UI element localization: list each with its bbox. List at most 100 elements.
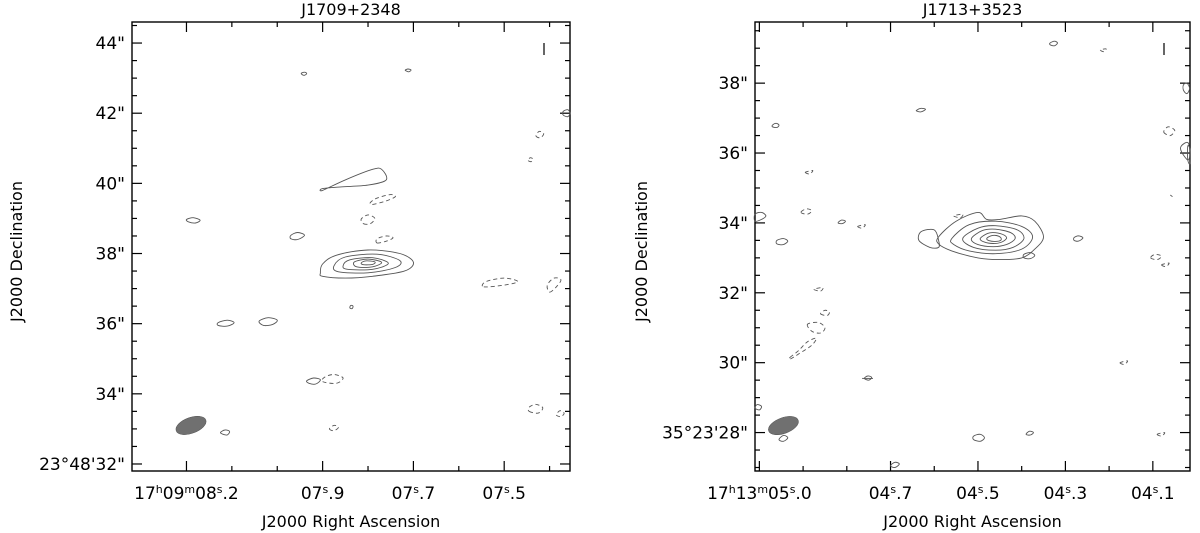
negative-contour: [527, 157, 534, 163]
y-tick-label: 36": [719, 144, 748, 164]
y-tick-label: 23°48'32": [39, 455, 125, 475]
panel-j1713: J1713+3523 17h13m05s.0 04s.7 04s.5 04s.3 04s.…: [632, 0, 1191, 531]
positive-contour: [775, 238, 789, 246]
plot-frame: [754, 21, 1191, 472]
negative-contour: [813, 287, 824, 292]
beam-ellipse: [175, 415, 207, 435]
positive-contour: [319, 167, 388, 192]
positive-contour: [915, 107, 926, 113]
x-tick-label: 04s.3: [1044, 483, 1088, 505]
negative-contour: [535, 130, 545, 139]
positive-contour: [754, 404, 763, 411]
y-axis-label: J2000 Declination: [632, 181, 651, 323]
panel-title: J1709+2348: [300, 0, 401, 19]
positive-contour: [360, 260, 376, 266]
negative-contour: [375, 235, 394, 244]
negative-contour: [1156, 432, 1166, 437]
negative-contour: [1170, 194, 1173, 198]
y-axis-label: J2000 Declination: [7, 181, 26, 323]
negative-contour: [806, 321, 826, 334]
positive-contour: [404, 68, 412, 73]
beam-ellipse: [768, 416, 799, 435]
x-tick-label: 07s.5: [482, 483, 526, 505]
positive-contour: [1025, 430, 1034, 436]
positive-contour: [1180, 141, 1191, 161]
y-tick-label: 34": [96, 385, 125, 405]
positive-contour: [917, 228, 940, 249]
positive-contour: [306, 377, 321, 385]
plot-frame: [131, 21, 571, 472]
positive-contour: [562, 109, 571, 118]
positive-contour: [185, 217, 201, 224]
positive-contour: [950, 220, 1034, 255]
negative-contour: [481, 277, 519, 288]
positive-contour: [258, 317, 278, 327]
negative-contour: [857, 224, 866, 229]
positive-contour: [342, 257, 389, 271]
positive-contour: [972, 433, 985, 442]
panel-j1709: J1709+2348 17h09m08s.2 07s.9 07s.7 07s.5 23°4…: [7, 0, 571, 531]
positive-contour: [1182, 82, 1191, 95]
positive-contour: [319, 249, 414, 279]
positive-contour: [219, 429, 231, 436]
negative-contour: [328, 424, 339, 432]
negative-contour: [820, 309, 830, 316]
negative-contour: [1119, 360, 1129, 365]
y-tick-label: 42": [96, 104, 125, 124]
negative-contour: [546, 277, 562, 293]
x-axis-label: J2000 Right Ascension: [261, 512, 441, 531]
positive-contour: [962, 225, 1025, 251]
negative-contour: [953, 213, 964, 219]
positive-contour: [986, 234, 1002, 242]
positive-contour: [289, 232, 305, 241]
positive-contour: [863, 375, 873, 381]
positive-contour: [979, 232, 1008, 244]
positive-contour: [349, 304, 354, 310]
y-tick-label: 40": [96, 174, 125, 194]
positive-contour: [936, 211, 1044, 261]
positive-contour: [753, 211, 767, 222]
x-tick-label: 07s.9: [301, 483, 345, 505]
positive-contour: [332, 253, 402, 274]
y-tick-label: 36": [96, 315, 125, 335]
negative-contour: [800, 208, 813, 215]
positive-contour: [1187, 144, 1191, 165]
negative-contour: [788, 337, 817, 360]
x-tick-label: 07s.7: [392, 483, 436, 505]
positive-contour: [778, 434, 789, 442]
y-tick-label: 38": [96, 245, 125, 265]
positive-contour: [1073, 235, 1084, 242]
x-tick-label: 04s.7: [869, 483, 913, 505]
y-tick-label: 44": [96, 34, 125, 54]
y-tick-label: 32": [719, 284, 748, 304]
negative-contour: [804, 170, 814, 175]
positive-contour: [1022, 252, 1036, 260]
x-tick-label: 17h13m05s.0: [707, 483, 812, 505]
x-tick-label: 04s.1: [1131, 483, 1175, 505]
y-tick-label: 38": [719, 74, 748, 94]
y-tick-label: 34": [719, 214, 748, 234]
negative-contour: [1163, 126, 1176, 137]
y-tick-label: 30": [719, 354, 748, 374]
x-tick-label: 04s.5: [956, 483, 1000, 505]
negative-contour: [1161, 262, 1170, 268]
y-tick-label: 35°23'28": [662, 424, 748, 444]
negative-contour: [360, 214, 376, 225]
positive-contour: [890, 461, 900, 468]
negative-contour: [369, 194, 396, 205]
positive-contour: [1049, 40, 1058, 47]
negative-contour: [1150, 253, 1163, 261]
negative-contour: [527, 403, 544, 414]
positive-contour: [300, 71, 308, 76]
positive-contour: [837, 219, 846, 225]
panel-title: J1713+3523: [922, 0, 1023, 19]
positive-contour: [353, 258, 383, 268]
positive-contour: [771, 122, 780, 129]
x-tick-label: 17h09m08s.2: [134, 483, 239, 505]
x-axis-label: J2000 Right Ascension: [882, 512, 1062, 531]
positive-contour: [970, 228, 1016, 248]
negative-contour: [321, 374, 344, 384]
negative-contour: [1099, 48, 1107, 53]
negative-contour: [555, 410, 565, 418]
